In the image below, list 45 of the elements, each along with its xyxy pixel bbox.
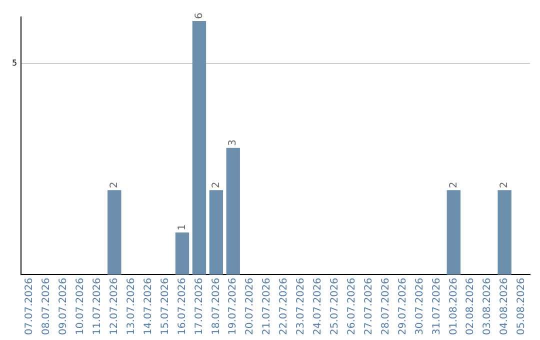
x-tick-label: 18.07.2026 xyxy=(210,278,222,336)
bar xyxy=(446,190,461,275)
bar xyxy=(209,190,224,275)
bar xyxy=(175,232,190,275)
data-label: 3 xyxy=(228,140,239,146)
x-tick-label: 20.07.2026 xyxy=(244,278,256,336)
y-tick-label: 5 xyxy=(12,58,18,68)
x-tick-label: 25.07.2026 xyxy=(330,278,341,336)
data-label: 6 xyxy=(194,12,205,20)
x-tick-label: 29.07.2026 xyxy=(397,278,408,336)
x-tick-label: 03.08.2026 xyxy=(482,278,494,336)
x-tick-label: 04.08.2026 xyxy=(499,278,510,336)
x-tick-label: 13.07.2026 xyxy=(126,278,137,336)
data-label: 2 xyxy=(499,182,510,188)
x-tick-label: 11.07.2026 xyxy=(92,278,104,336)
bar xyxy=(192,21,206,275)
x-tick-label: 07.07.2026 xyxy=(24,278,36,336)
x-tick-label: 21.07.2026 xyxy=(262,278,273,336)
data-label: 1 xyxy=(176,224,188,230)
x-tick-label: 10.07.2026 xyxy=(75,278,86,336)
x-tick-label: 12.07.2026 xyxy=(108,278,120,336)
x-tick-label: 09.07.2026 xyxy=(58,278,70,336)
x-tick-label: 30.07.2026 xyxy=(414,278,426,336)
x-tick-label: 28.07.2026 xyxy=(380,278,392,336)
data-label: 2 xyxy=(108,182,120,188)
data-label: 2 xyxy=(448,182,460,188)
bar xyxy=(226,148,240,275)
x-tick-label: 31.07.2026 xyxy=(431,278,442,336)
x-tick-label: 05.08.2026 xyxy=(516,278,528,336)
x-tick-label: 02.08.2026 xyxy=(465,278,476,336)
x-tick-label: 15.07.2026 xyxy=(160,278,171,336)
bar xyxy=(498,190,512,275)
x-tick-label: 01.08.2026 xyxy=(448,278,460,336)
x-tick-label: 17.07.2026 xyxy=(194,278,205,336)
x-tick-label: 27.07.2026 xyxy=(363,278,374,336)
bar xyxy=(108,190,122,275)
data-label: 2 xyxy=(210,182,222,188)
x-tick-label: 22.07.2026 xyxy=(278,278,290,336)
x-tick-label: 08.07.2026 xyxy=(41,278,52,336)
x-tick-label: 19.07.2026 xyxy=(228,278,239,336)
x-tick-label: 23.07.2026 xyxy=(296,278,307,336)
x-tick-label: 24.07.2026 xyxy=(312,278,324,336)
x-tick-label: 26.07.2026 xyxy=(346,278,358,336)
x-tick-label: 14.07.2026 xyxy=(142,278,154,336)
x-tick-label: 16.07.2026 xyxy=(176,278,188,336)
